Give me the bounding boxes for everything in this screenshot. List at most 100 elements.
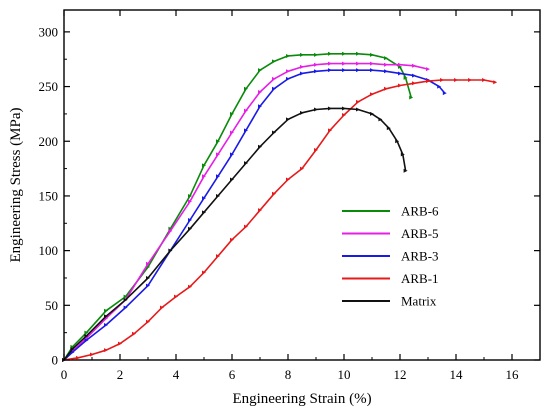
data-point [440,78,444,82]
series-layer [62,51,498,362]
data-point [188,193,192,198]
x-tick-label: 4 [173,367,180,382]
data-point [168,248,173,253]
data-point [286,53,290,58]
data-point [230,237,234,242]
data-point [426,67,430,72]
data-point [188,199,192,204]
data-point [258,68,262,73]
data-point [168,228,173,233]
data-point [216,139,220,144]
data-point [370,111,374,116]
data-point [146,283,150,288]
data-point [123,297,128,302]
data-point [286,177,290,182]
data-point [76,355,80,360]
data-point [118,341,122,346]
data-point [84,330,89,335]
data-point [314,107,318,112]
series-line-arb-1 [63,79,496,361]
data-point [356,99,360,104]
data-point [395,139,400,144]
series-arb-1 [62,78,498,362]
data-point [188,226,192,231]
data-point [104,314,108,319]
legend-label: ARB-5 [401,226,439,241]
data-point [370,52,374,57]
data-point [342,61,346,66]
data-point [493,80,498,85]
data-point [342,106,346,111]
data-point [356,61,360,66]
data-point [188,284,192,289]
y-axis-title: Engineering Stress (MPa) [8,108,24,263]
x-tick-label: 8 [285,367,292,382]
x-tick-label: 2 [117,367,124,382]
data-point [272,191,276,196]
data-point [386,126,391,131]
data-point [384,62,388,67]
data-point [244,161,248,166]
data-point [188,218,192,222]
data-point [300,64,304,69]
data-point [216,193,220,198]
data-point [300,71,304,76]
data-point [356,68,360,73]
data-point [409,95,414,100]
data-point [146,275,150,280]
data-point [258,90,262,95]
data-point [123,305,128,310]
series-line-arb-6 [63,52,412,361]
data-point [202,210,206,215]
data-point [412,81,416,86]
legend-label: Matrix [401,294,437,309]
plot-frame [63,9,541,361]
data-point [272,76,276,81]
x-tick-label: 10 [338,367,351,382]
data-point [202,196,206,201]
y-tick-label: 300 [39,24,59,39]
data-point [356,107,360,112]
series-line-arb-3 [63,69,446,361]
data-point [272,130,276,135]
data-point [300,166,304,171]
data-point [398,62,402,67]
data-point [300,110,304,115]
data-point [272,86,276,91]
x-axis-title: Engineering Strain (%) [232,391,371,407]
y-tick-label: 150 [39,188,59,203]
data-point [258,208,262,213]
data-point [132,331,136,336]
data-point [216,174,220,179]
data-point [426,79,430,84]
data-point [90,352,94,357]
data-point [403,168,408,173]
data-point [230,111,234,116]
data-point [146,261,150,266]
data-point [70,347,75,352]
data-point [230,130,234,135]
legend-label: ARB-1 [401,271,439,286]
data-point [314,69,318,74]
data-point [216,254,220,259]
x-tick-label: 6 [229,367,236,382]
data-point [123,294,128,299]
data-point [328,128,332,133]
data-point [174,294,178,299]
data-point [356,51,360,56]
data-point [202,270,206,275]
data-point [258,144,262,149]
data-point [342,68,346,73]
data-point [244,108,248,113]
x-tick-label: 14 [450,367,464,382]
x-tick-label: 0 [61,367,68,382]
data-point [437,84,442,89]
y-tick-label: 100 [39,243,59,258]
data-point [244,128,248,133]
data-point [400,152,405,157]
data-point [412,73,416,78]
x-tick-label: 12 [394,367,407,382]
axes-layer: 0 2 4 6 8 10 12 14 16 0 50 100 150 200 250 300 [39,10,540,382]
data-point [286,76,290,81]
